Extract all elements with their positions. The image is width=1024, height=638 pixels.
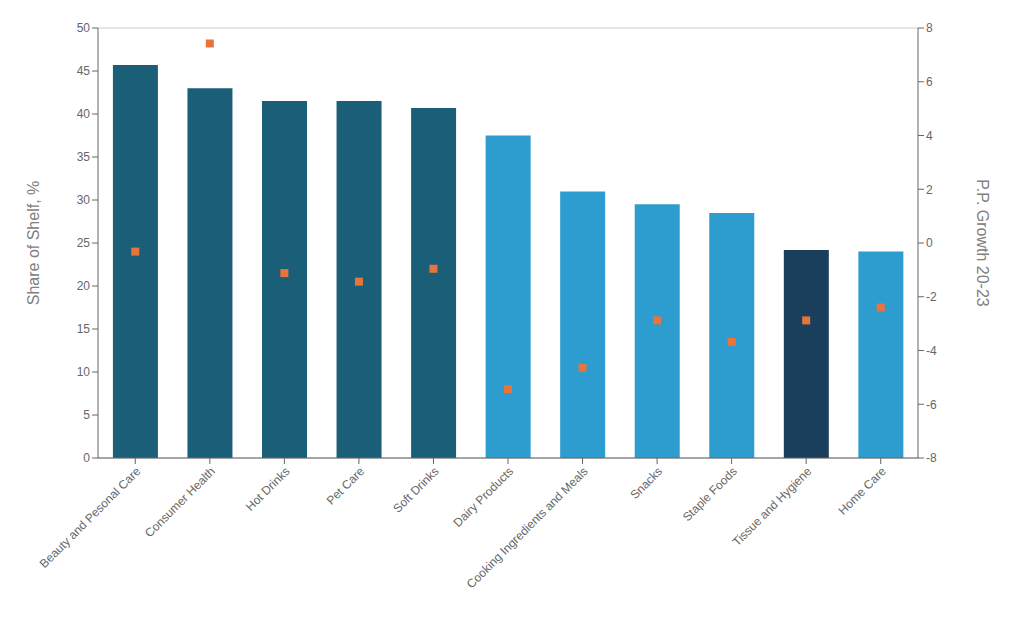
svg-text:Staple Foods: Staple Foods	[680, 464, 740, 524]
svg-text:6: 6	[926, 75, 933, 89]
svg-text:30: 30	[77, 193, 91, 207]
svg-text:5: 5	[83, 408, 90, 422]
svg-text:4: 4	[926, 129, 933, 143]
svg-text:Consumer Health: Consumer Health	[142, 464, 218, 540]
svg-text:Snacks: Snacks	[628, 464, 666, 502]
svg-text:-2: -2	[926, 290, 937, 304]
svg-text:15: 15	[77, 322, 91, 336]
svg-text:10: 10	[77, 365, 91, 379]
svg-text:-4: -4	[926, 344, 937, 358]
svg-text:35: 35	[77, 150, 91, 164]
svg-text:2: 2	[926, 183, 933, 197]
svg-text:8: 8	[926, 21, 933, 35]
svg-text:Share of Shelf, %: Share of Shelf, %	[25, 181, 42, 306]
svg-text:45: 45	[77, 64, 91, 78]
svg-text:Home Care: Home Care	[836, 464, 890, 518]
svg-text:Dairy Products: Dairy Products	[451, 464, 517, 530]
svg-text:40: 40	[77, 107, 91, 121]
svg-text:20: 20	[77, 279, 91, 293]
svg-text:P.P. Growth 20-23: P.P. Growth 20-23	[974, 179, 991, 307]
svg-text:25: 25	[77, 236, 91, 250]
svg-text:-8: -8	[926, 451, 937, 465]
svg-text:50: 50	[77, 21, 91, 35]
svg-text:-6: -6	[926, 398, 937, 412]
svg-text:Cooking Ingredients and Meals: Cooking Ingredients and Meals	[464, 464, 591, 591]
svg-text:Beauty and Pesonal Care: Beauty and Pesonal Care	[37, 464, 144, 571]
svg-text:Pet Care: Pet Care	[324, 464, 368, 508]
svg-text:Tissue and Hygiene: Tissue and Hygiene	[730, 464, 815, 549]
svg-text:Soft Drinks: Soft Drinks	[390, 464, 441, 515]
svg-text:0: 0	[83, 451, 90, 465]
svg-text:Hot Drinks: Hot Drinks	[243, 464, 293, 514]
svg-text:0: 0	[926, 236, 933, 250]
